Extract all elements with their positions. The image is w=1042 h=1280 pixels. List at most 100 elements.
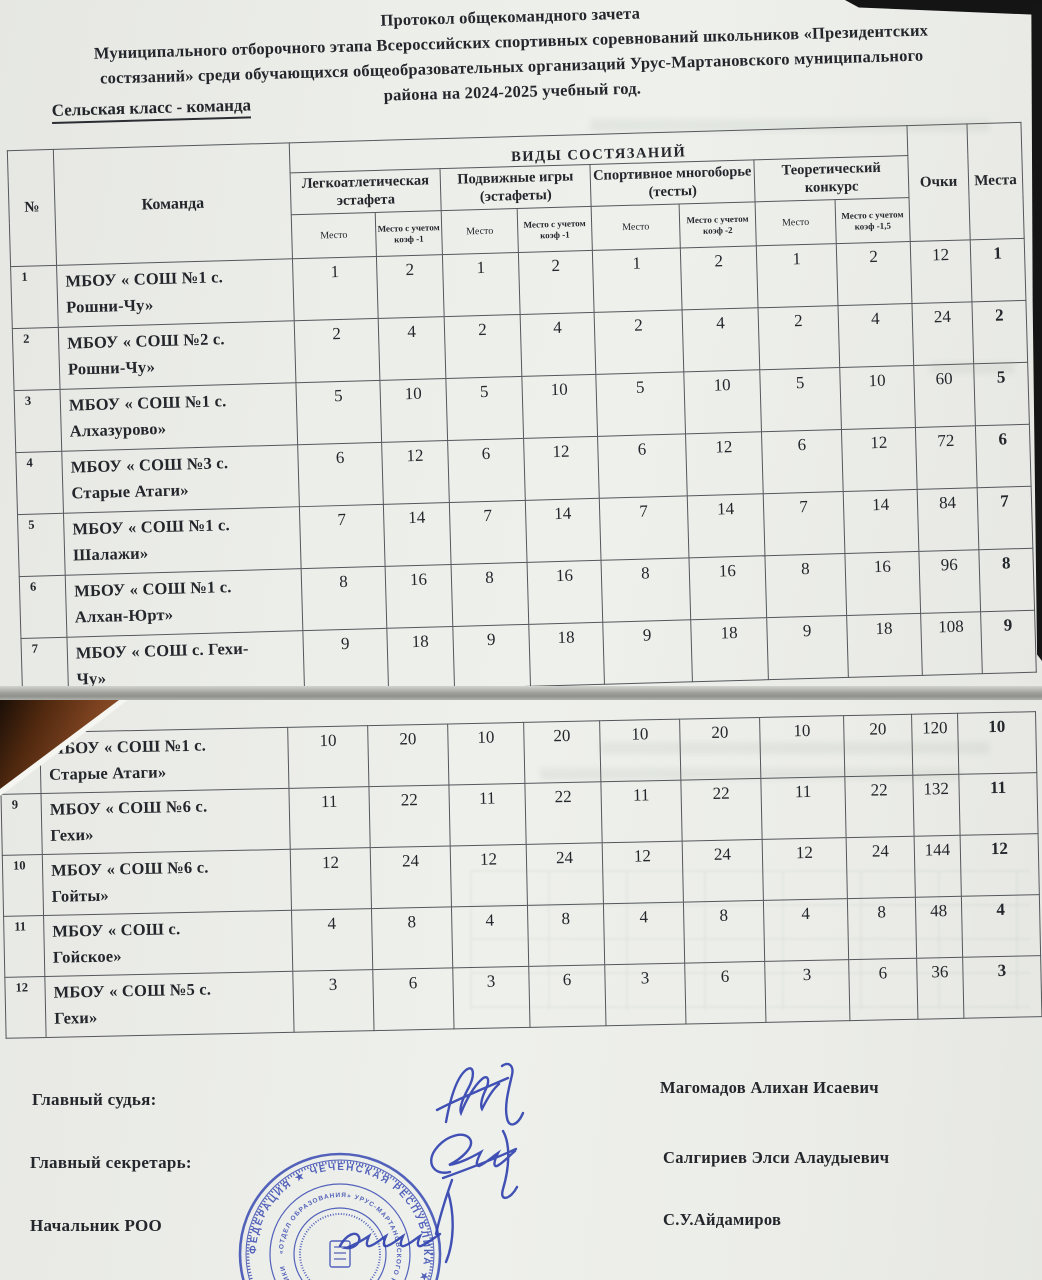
score-cell: 20 (523, 720, 601, 784)
sub-header-coef: Место с учетом коэф -1,5 (835, 197, 911, 244)
score-cell: 7 (763, 491, 845, 556)
sub-header-place: Место (441, 208, 519, 255)
score-cell: 2 (444, 314, 522, 379)
score-cell: 20 (843, 714, 913, 777)
results-table-page-2: МБОУ « СОШ №1 с. Старые Атаги» 10 20 10 … (0, 711, 1042, 1039)
score-cell: 11 (288, 786, 371, 850)
score-cell: 7 (599, 495, 689, 561)
score-cell: 9 (766, 615, 849, 680)
col-header-active-games: Подвижные игры (эстафеты) (440, 164, 592, 211)
score-cell: 10 (521, 374, 598, 439)
place-cell: 12 (960, 833, 1040, 897)
score-cell: 2 (518, 250, 595, 315)
score-cell: 22 (524, 781, 603, 845)
score-cell: 6 (372, 967, 455, 1031)
score-cell: 4 (763, 898, 849, 962)
score-cell: 11 (448, 783, 527, 846)
score-cell: 10 (839, 365, 916, 430)
place-cell: 4 (961, 894, 1041, 958)
points-cell: 12 (910, 239, 972, 304)
score-cell: 14 (843, 489, 919, 554)
score-cell: 5 (759, 367, 842, 432)
score-cell: 8 (764, 553, 847, 618)
score-cell: 18 (846, 613, 923, 678)
score-cell: 10 (599, 719, 681, 782)
points-cell: 120 (911, 713, 959, 776)
score-cell: 24 (846, 836, 916, 899)
score-cell: 6 (597, 433, 688, 499)
row-number-cell: 2 (12, 327, 61, 391)
score-cell: 9 (302, 628, 389, 693)
place-cell: 11 (958, 772, 1039, 836)
score-cell: 4 (451, 905, 529, 968)
score-cell: 6 (528, 964, 606, 1028)
bleed-through-smudge (540, 768, 960, 780)
score-cell: 24 (370, 845, 452, 909)
score-cell: 2 (294, 318, 380, 383)
score-cell: 10 (759, 715, 845, 779)
team-name-cell: МБОУ « СОШ №1 с. Рошни-Чу» (56, 258, 295, 328)
score-cell: 22 (844, 775, 915, 838)
score-cell: 6 (761, 429, 844, 494)
score-cell: 1 (756, 243, 838, 308)
score-cell: 12 (841, 427, 918, 492)
score-cell: 12 (381, 440, 450, 505)
place-cell: 9 (980, 610, 1037, 674)
points-cell: 132 (912, 774, 961, 837)
sub-header-place: Место (291, 212, 377, 259)
page-2-content: МБОУ « СОШ №1 с. Старые Атаги» 10 20 10 … (0, 689, 1042, 1280)
score-cell: 16 (844, 551, 921, 616)
score-cell: 11 (760, 776, 847, 840)
results-rows-page-1: 1 МБОУ « СОШ №1 с. Рошни-Чу» 1 2 1 2 1 2… (10, 238, 1037, 701)
score-cell: 24 (682, 839, 764, 903)
score-cell: 10 (287, 725, 369, 789)
points-cell: 96 (918, 549, 981, 614)
score-cell: 16 (527, 560, 603, 625)
page-1-content: Протокол общекомандного зачета Муниципал… (7, 3, 1037, 701)
score-cell: 12 (450, 844, 528, 907)
results-rows-page-2: МБОУ « СОШ №1 с. Старые Атаги» 10 20 10 … (0, 711, 1042, 1039)
score-cell: 2 (594, 309, 684, 375)
score-cell: 4 (837, 303, 914, 368)
team-name-cell: МБОУ « СОШ №3 с. Старые Атаги» (61, 444, 300, 514)
score-cell: 12 (290, 847, 372, 911)
place-cell: 3 (962, 955, 1042, 1019)
score-cell: 3 (452, 966, 531, 1029)
chief-secretary-name: Салгириев Элси Алаудыевич (663, 1148, 890, 1167)
score-cell: 9 (602, 619, 693, 685)
score-cell: 8 (683, 900, 765, 964)
row-number-cell: 3 (14, 389, 62, 453)
bleed-through-smudge (930, 362, 1015, 374)
team-name-cell: МБОУ « СОШ №6 с. Гехи» (41, 788, 291, 855)
score-cell: 10 (447, 722, 525, 785)
score-cell: 8 (451, 562, 529, 627)
roo-head-label: Начальник РОО (30, 1216, 163, 1235)
col-header-team: Команда (53, 142, 293, 266)
team-name-cell: МБОУ « СОШ №5 с. Гехи» (44, 971, 295, 1038)
points-cell: 144 (914, 835, 962, 898)
score-cell: 1 (442, 252, 521, 317)
score-cell: 9 (452, 624, 531, 689)
col-header-number: № (7, 149, 57, 267)
score-cell: 22 (680, 778, 763, 842)
photo-page-1: Протокол общекомандного зачета Муниципал… (0, 0, 1042, 702)
team-name-cell: МБОУ « СОШ №1 с. Алхазурово» (60, 382, 298, 452)
score-cell: 1 (592, 247, 683, 313)
col-header-track-relay: Легкоатлетическая эстафета (290, 168, 442, 215)
score-cell: 20 (367, 723, 449, 787)
score-cell: 10 (379, 378, 448, 443)
row-number-cell: 12 (4, 976, 47, 1039)
team-name-cell: МБОУ « СОШ №1 с. Алхан-Юрт» (65, 568, 303, 638)
points-cell: 108 (920, 611, 983, 676)
sub-header-place: Место (591, 203, 681, 251)
points-cell: 84 (917, 487, 979, 552)
row-number-cell: 11 (3, 915, 45, 978)
chief-secretary-label: Главный секретарь: (30, 1153, 192, 1172)
score-cell: 8 (847, 897, 917, 960)
score-cell: 3 (604, 963, 686, 1026)
score-cell: 4 (378, 316, 446, 381)
score-cell: 5 (295, 380, 382, 445)
sub-header-coef: Место с учетом коэф -2 (679, 201, 757, 248)
score-cell: 12 (602, 841, 684, 904)
team-name-cell: МБОУ « СОШ №2 с. Рошни-Чу» (58, 320, 296, 390)
